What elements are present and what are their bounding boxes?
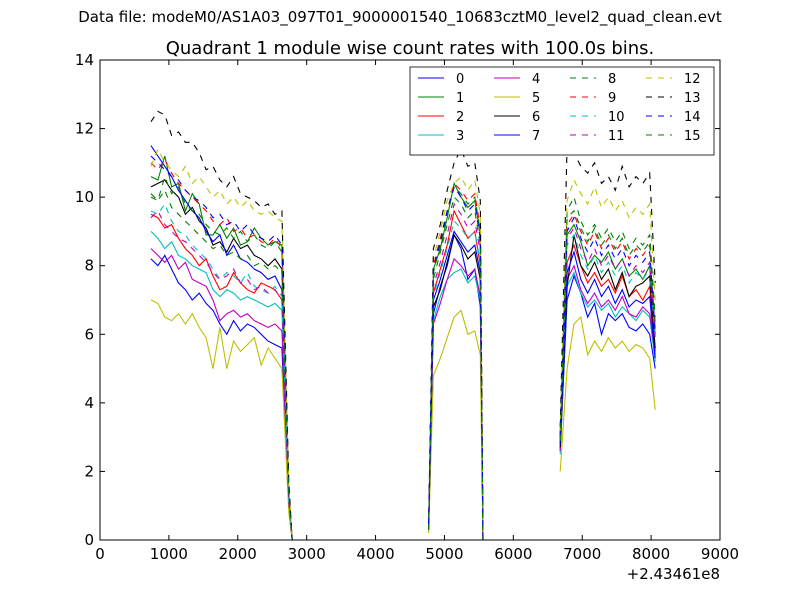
series-2-segment-4 — [559, 243, 656, 445]
series-12-segment-2 — [428, 175, 484, 541]
x-tick-label: 0 — [95, 545, 105, 563]
legend-label-2: 2 — [456, 110, 464, 125]
legend-label-11: 11 — [608, 129, 625, 144]
series-10-segment-2 — [428, 220, 484, 541]
x-tick-label: 6000 — [494, 545, 532, 563]
series-10-segment-0 — [150, 202, 293, 541]
series-3-segment-2 — [428, 268, 484, 541]
series-11-segment-2 — [428, 202, 484, 541]
y-tick-label: 10 — [75, 188, 94, 206]
series-5 — [150, 299, 656, 541]
legend-label-1: 1 — [456, 91, 464, 106]
series-7-segment-0 — [150, 145, 293, 541]
series-14 — [150, 155, 656, 541]
series-3-segment-4 — [559, 271, 656, 455]
x-tick-label: 7000 — [563, 545, 601, 563]
y-tick-label: 4 — [84, 394, 94, 412]
series-1-segment-0 — [150, 155, 293, 541]
series-8 — [150, 174, 656, 541]
y-tick-label: 12 — [75, 120, 94, 138]
series-4 — [150, 248, 656, 541]
series-1 — [150, 155, 656, 541]
series-6-segment-0 — [150, 179, 293, 541]
series-3-segment-0 — [150, 231, 293, 541]
series-9-segment-0 — [150, 158, 293, 541]
x-axis-offset-label: +2.43461e8 — [627, 565, 720, 583]
series-5-segment-4 — [559, 315, 656, 472]
legend-label-7: 7 — [532, 129, 540, 144]
series-9-segment-2 — [428, 182, 484, 541]
series-14-segment-4 — [559, 216, 656, 438]
y-tick-label: 8 — [84, 257, 94, 275]
series-0-segment-4 — [559, 274, 656, 451]
series-9-segment-4 — [559, 213, 656, 438]
figure-suptitle: Data file: modeM0/AS1A03_097T01_90000015… — [78, 8, 722, 26]
legend-label-15: 15 — [684, 129, 701, 144]
series-15-segment-0 — [150, 189, 293, 541]
series-11-segment-0 — [150, 209, 293, 541]
legend-label-8: 8 — [608, 72, 616, 87]
plot-title: Quadrant 1 module wise count rates with … — [166, 38, 655, 59]
axes-layer: 0 1000 2000 3000 4000 5000 6000 7000 8000 9000 0 2 4… — [75, 51, 739, 563]
series-3 — [150, 231, 656, 541]
series-4-segment-4 — [559, 264, 656, 451]
series-4-segment-0 — [150, 248, 293, 541]
series-layer — [150, 110, 656, 541]
series-12 — [150, 147, 656, 541]
series-9 — [150, 158, 656, 541]
legend-label-4: 4 — [532, 72, 540, 87]
series-15-segment-4 — [559, 209, 656, 441]
series-8-segment-2 — [428, 185, 484, 541]
series-13-segment-2 — [428, 147, 484, 541]
y-tick-label: 14 — [75, 51, 94, 69]
series-6-segment-2 — [428, 233, 484, 541]
series-2-segment-0 — [150, 213, 293, 541]
plot-frame — [99, 59, 721, 541]
y-tick-label: 6 — [84, 325, 94, 343]
series-12-segment-0 — [150, 147, 293, 541]
series-12-segment-4 — [559, 178, 656, 431]
series-13 — [150, 110, 656, 541]
series-6-segment-4 — [559, 234, 656, 448]
series-11-segment-4 — [559, 226, 656, 438]
series-7 — [150, 145, 656, 541]
series-1-segment-4 — [559, 223, 656, 438]
series-15-segment-2 — [428, 196, 484, 541]
x-tick-label: 4000 — [356, 545, 394, 563]
series-5-segment-2 — [428, 309, 484, 541]
legend-label-14: 14 — [684, 110, 701, 125]
series-10-segment-4 — [559, 233, 656, 441]
legend-label-5: 5 — [532, 91, 540, 106]
series-5-segment-0 — [150, 299, 293, 541]
x-tick-label: 8000 — [632, 545, 670, 563]
x-tick-label: 5000 — [425, 545, 463, 563]
series-8-segment-0 — [150, 174, 293, 541]
series-0-segment-0 — [150, 254, 293, 541]
legend-label-6: 6 — [532, 110, 540, 125]
x-tick-label: 3000 — [288, 545, 326, 563]
x-tick-label: 2000 — [219, 545, 257, 563]
legend-label-0: 0 — [456, 72, 464, 87]
series-0 — [150, 233, 656, 541]
series-14-segment-2 — [428, 185, 484, 541]
legend-box — [409, 66, 715, 156]
series-13-segment-4 — [559, 144, 656, 427]
legend-label-13: 13 — [684, 91, 701, 106]
series-7-segment-2 — [428, 230, 484, 541]
legend-label-3: 3 — [456, 129, 464, 144]
series-4-segment-2 — [428, 257, 484, 541]
y-tick-label: 0 — [84, 531, 94, 549]
series-7-segment-4 — [559, 250, 656, 445]
series-6 — [150, 179, 656, 541]
legend-label-10: 10 — [608, 110, 625, 125]
legend-label-12: 12 — [684, 72, 701, 87]
y-tick-label: 2 — [84, 462, 94, 480]
x-tick-label: 9000 — [701, 545, 739, 563]
x-tick-label: 1000 — [150, 545, 188, 563]
legend-label-9: 9 — [608, 91, 616, 106]
series-14-segment-0 — [150, 155, 293, 541]
